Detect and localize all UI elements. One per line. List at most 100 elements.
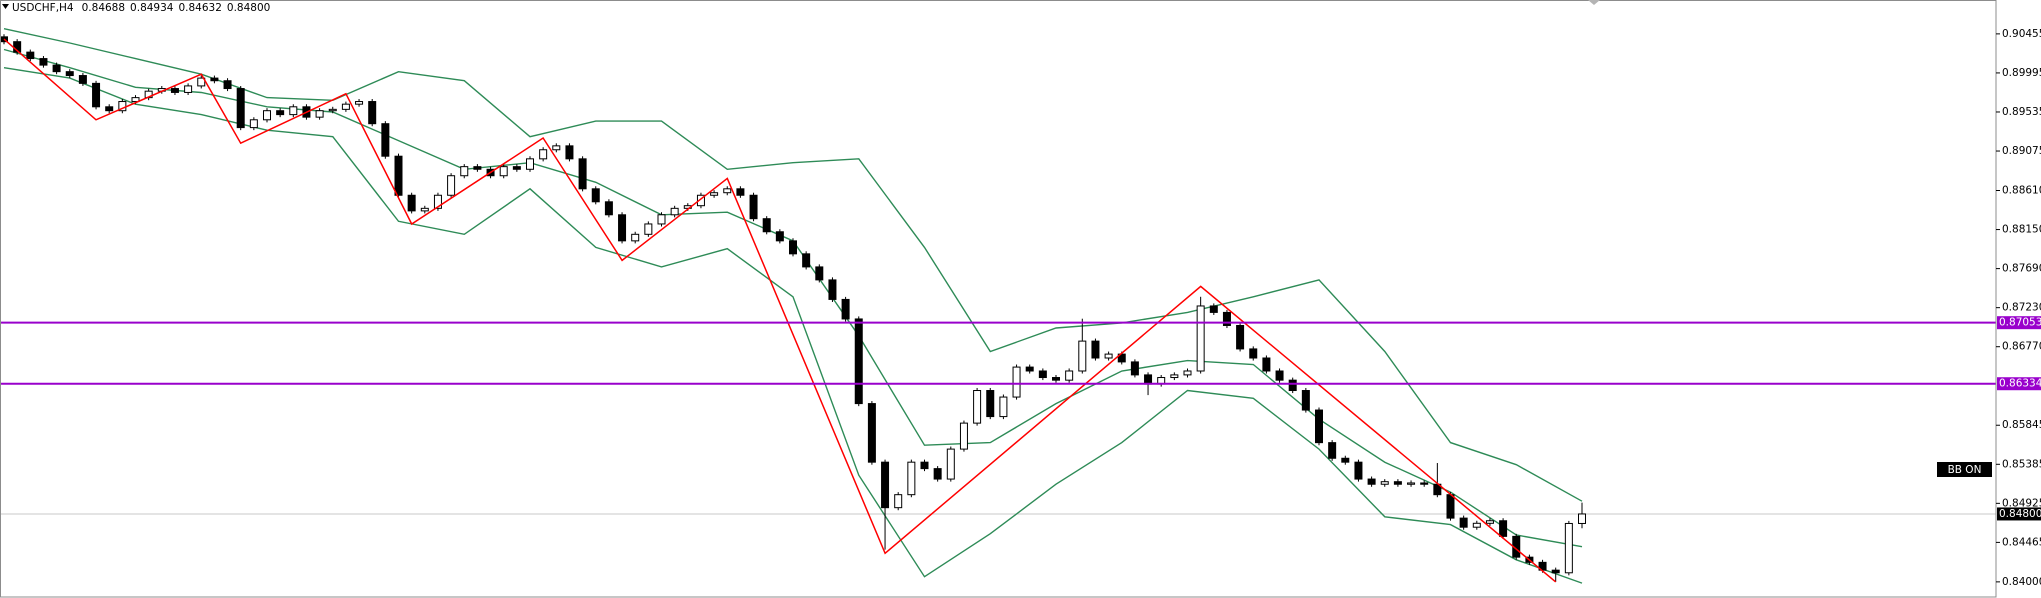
- ohlc-label: 0.84688: [82, 2, 125, 14]
- level-label-box: [1997, 377, 2041, 391]
- bollinger-band: [3, 28, 1583, 502]
- candle-body: [1222, 311, 1231, 326]
- shift-marker: [1588, 0, 1600, 5]
- candle-body: [447, 175, 456, 196]
- candle-body: [368, 101, 377, 125]
- candle-body: [802, 253, 811, 268]
- candle-body: [631, 233, 640, 242]
- y-tick-label: 0.89075: [2002, 145, 2041, 157]
- candle-body: [920, 461, 929, 470]
- candle-body: [591, 188, 600, 203]
- symbol-menu-icon: [2, 4, 9, 9]
- candle-body: [946, 448, 955, 480]
- candle-body: [236, 88, 245, 129]
- candle-body: [1183, 370, 1192, 376]
- candle-body: [841, 298, 850, 320]
- candle-body: [512, 166, 521, 170]
- candle-body: [973, 390, 982, 424]
- candle-body: [381, 123, 390, 157]
- candle-body: [170, 88, 179, 93]
- candle-body: [1393, 481, 1402, 485]
- candle-body: [1459, 517, 1468, 528]
- candle-body: [749, 194, 758, 220]
- candle-body: [1065, 370, 1074, 381]
- candle-body: [578, 158, 587, 190]
- candle-body: [315, 110, 324, 118]
- candle-body: [328, 108, 337, 112]
- candle-body: [1249, 348, 1258, 359]
- last-price-label: 0.84800: [1999, 508, 2041, 520]
- candle-body: [420, 207, 429, 212]
- candle-body: [933, 468, 942, 480]
- candle-body: [499, 166, 508, 177]
- candle-body: [52, 64, 61, 73]
- candle-body: [854, 318, 863, 405]
- badge-label: BB ON: [1948, 464, 1982, 476]
- ohlc-label: 0.84632: [178, 2, 221, 14]
- candle-body: [894, 494, 903, 509]
- candle-body: [723, 188, 732, 194]
- candle-body: [604, 201, 613, 216]
- candle-body: [105, 106, 114, 112]
- candle-body: [1196, 305, 1205, 372]
- candle-body: [184, 85, 193, 93]
- candle-body: [828, 279, 837, 300]
- zigzag-line: [3, 38, 1557, 583]
- candle-body: [670, 207, 679, 216]
- level-label-box: [1997, 316, 2041, 330]
- candle-body: [1341, 457, 1350, 463]
- candle-body: [775, 231, 784, 242]
- candle-body: [1407, 482, 1416, 485]
- ohlc-label: 0.84800: [227, 2, 270, 14]
- level-label: 0.87053: [1999, 317, 2041, 329]
- candle-body: [289, 106, 298, 116]
- candle-body: [263, 110, 271, 121]
- candle-body: [78, 75, 87, 84]
- candle-body: [1380, 481, 1389, 485]
- candle-body: [1420, 482, 1429, 485]
- candle-body: [1104, 353, 1113, 359]
- candle-body: [881, 461, 890, 509]
- candle-body: [1275, 370, 1284, 381]
- candle-body: [552, 145, 561, 151]
- candle-body: [433, 194, 442, 209]
- candle-body: [473, 166, 482, 170]
- candle-body: [644, 223, 653, 235]
- candle-body: [341, 103, 350, 110]
- candle-body: [999, 396, 1008, 418]
- candle-body: [1209, 305, 1218, 313]
- candle-body: [223, 80, 232, 90]
- candle-body: [867, 403, 876, 463]
- y-tick-label: 0.89995: [2002, 67, 2041, 79]
- candle-body: [26, 51, 35, 60]
- candle-body: [789, 240, 797, 255]
- candle-body: [1328, 442, 1337, 459]
- candle-body: [1315, 409, 1323, 444]
- y-tick-label: 0.85385: [2002, 458, 2041, 470]
- candle-body: [276, 110, 285, 116]
- candle-body: [526, 158, 534, 170]
- y-tick-label: 0.85845: [2002, 419, 2041, 431]
- y-tick-label: 0.84465: [2002, 536, 2041, 548]
- candle-body: [407, 194, 416, 212]
- candle-body: [92, 82, 101, 108]
- candle-body: [131, 97, 140, 103]
- last-price-box: [1997, 507, 2041, 521]
- candle-body: [1144, 374, 1153, 385]
- candle-body: [1236, 324, 1245, 350]
- candle-body: [565, 145, 574, 160]
- candle-body: [959, 422, 968, 450]
- candle-body: [1170, 374, 1179, 379]
- candle-body: [710, 192, 719, 196]
- candle-body: [1025, 366, 1034, 372]
- candle-body: [210, 77, 219, 82]
- ohlc-label: 0.84934: [130, 2, 174, 14]
